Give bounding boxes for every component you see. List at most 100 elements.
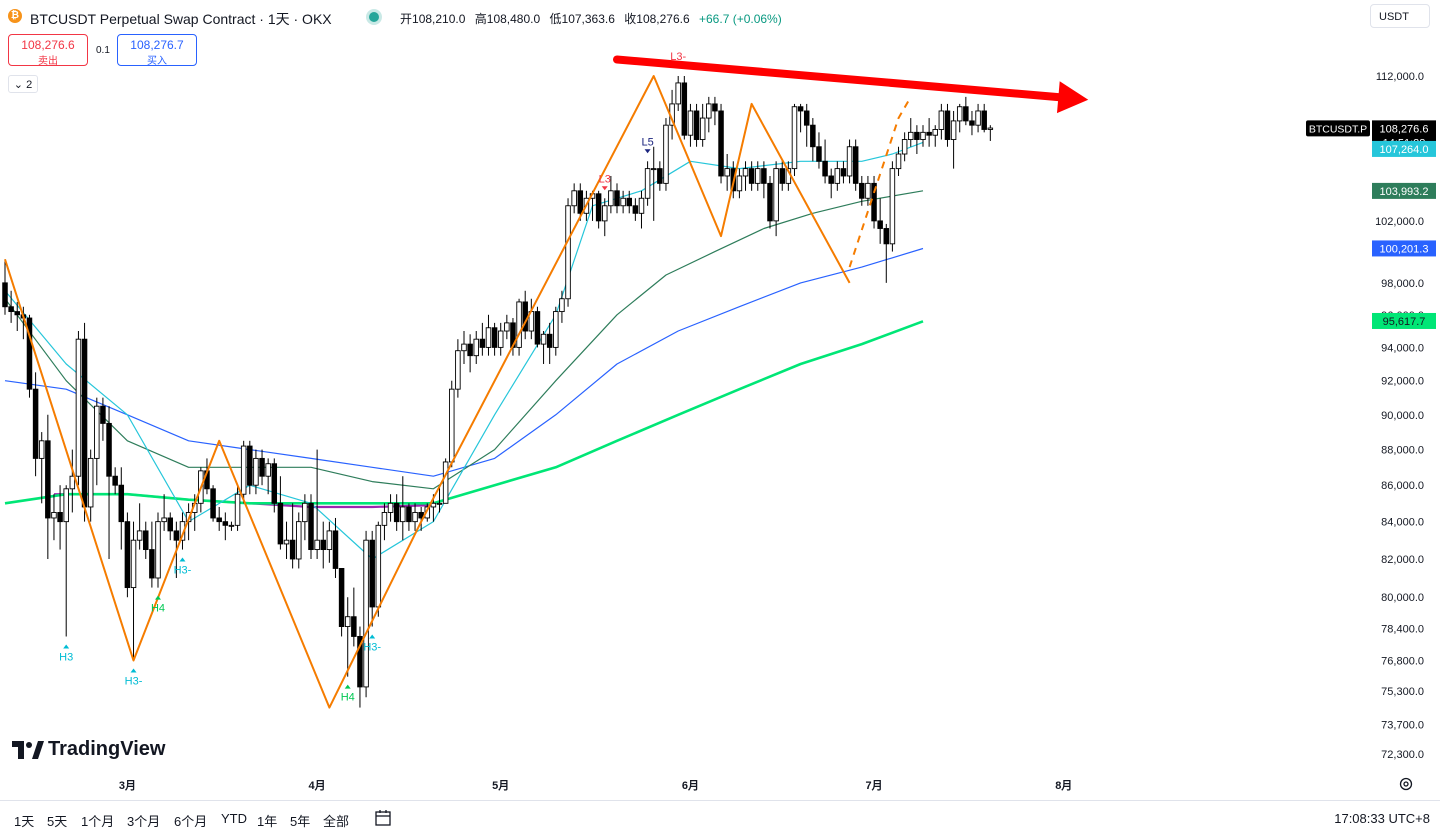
range-all[interactable]: 全部 bbox=[323, 814, 350, 829]
candle bbox=[779, 161, 785, 191]
candle bbox=[222, 512, 229, 541]
candle-body bbox=[234, 493, 241, 526]
buy-label: 买入 bbox=[147, 56, 167, 67]
candle bbox=[810, 118, 816, 162]
candle-body bbox=[681, 82, 688, 136]
candle-body bbox=[118, 484, 125, 523]
y-tick-label: 76,800.0 bbox=[1381, 655, 1424, 667]
indicator-collapse-button[interactable]: ⌄ 2 bbox=[8, 75, 38, 93]
y-axis[interactable]: 112,000.0102,000.098,000.096,000.094,000… bbox=[1375, 71, 1424, 761]
candle bbox=[755, 161, 761, 191]
candle bbox=[877, 198, 883, 244]
candle bbox=[265, 458, 271, 495]
y-tick-label: 78,400.0 bbox=[1381, 624, 1424, 636]
candle bbox=[963, 96, 969, 126]
candle-body bbox=[149, 549, 155, 579]
candle-body bbox=[240, 445, 247, 495]
candle-body bbox=[308, 502, 314, 551]
candle bbox=[149, 521, 155, 588]
candle bbox=[32, 372, 39, 477]
x-axis[interactable]: 3月 4月 5月 6月 7月 8月 bbox=[119, 779, 1072, 792]
candle bbox=[302, 494, 308, 541]
candle bbox=[956, 103, 963, 133]
high-value: 108,480.0 bbox=[486, 12, 541, 26]
chart-header: ₿ BTCUSDT Perpetual Swap Contract · 1天 ·… bbox=[0, 0, 1440, 34]
candle bbox=[320, 521, 326, 569]
candle bbox=[8, 290, 14, 323]
y-tick-label: 90,000.0 bbox=[1381, 410, 1424, 422]
candle bbox=[981, 103, 987, 133]
x-tick-label: 6月 bbox=[682, 779, 699, 792]
candle-body bbox=[320, 539, 326, 551]
candle bbox=[167, 512, 173, 541]
candle bbox=[308, 494, 314, 559]
range-5y[interactable]: 5年 bbox=[290, 814, 311, 829]
sell-button[interactable]: 108,276.6 卖出 bbox=[8, 34, 88, 67]
wave-line bbox=[4, 75, 851, 709]
ma-price-text: 95,617.7 bbox=[1383, 316, 1426, 328]
price-labels: BTCUSDT.P108,276.614:51:28107,264.0103,9… bbox=[1306, 120, 1436, 329]
axis-settings-icon[interactable] bbox=[1398, 776, 1414, 792]
range-1y[interactable]: 1年 bbox=[257, 814, 278, 829]
y-tick-label: 72,300.0 bbox=[1381, 749, 1424, 761]
wave-zigzag bbox=[4, 75, 912, 709]
range-6m[interactable]: 6个月 bbox=[174, 814, 208, 829]
candle-body bbox=[75, 338, 82, 477]
clock[interactable]: 17:08:33 UTC+8 bbox=[1334, 811, 1430, 826]
candle bbox=[938, 103, 945, 140]
candle-body bbox=[38, 440, 45, 459]
candle-body bbox=[644, 168, 651, 199]
candle-body bbox=[761, 168, 767, 184]
candle-body bbox=[369, 539, 375, 608]
candle bbox=[136, 503, 143, 550]
candle bbox=[846, 139, 853, 184]
candle-body bbox=[375, 524, 382, 608]
candle-body bbox=[908, 131, 914, 140]
candle bbox=[473, 331, 479, 364]
range-1m[interactable]: 1个月 bbox=[81, 814, 115, 829]
marker-triangle-icon bbox=[369, 634, 376, 639]
candle-body bbox=[143, 530, 149, 551]
candle-body bbox=[332, 530, 339, 569]
candle-body bbox=[846, 146, 853, 177]
candle bbox=[859, 175, 865, 206]
bitcoin-icon: ₿ bbox=[8, 9, 22, 23]
symbol-title[interactable]: BTCUSDT Perpetual Swap Contract · 1天 · O… bbox=[30, 11, 332, 27]
y-tick-label: 92,000.0 bbox=[1381, 376, 1424, 388]
candle-body bbox=[436, 502, 443, 505]
ma-price-text: 107,264.0 bbox=[1380, 144, 1429, 156]
candle-body bbox=[326, 530, 333, 551]
range-ytd[interactable]: YTD bbox=[221, 811, 247, 826]
candle-body bbox=[883, 228, 890, 245]
candle bbox=[559, 290, 565, 323]
candle bbox=[387, 494, 394, 522]
candle bbox=[693, 103, 700, 147]
wave-markers: H3 H3- H4 H3- H4 H3- L3 L5 L3- bbox=[59, 51, 686, 704]
candle-body bbox=[663, 124, 669, 184]
close-value: 108,276.6 bbox=[636, 12, 690, 26]
last-price-text: 108,276.6 bbox=[1380, 123, 1429, 135]
candle bbox=[871, 175, 877, 229]
buy-button[interactable]: 108,276.7 买入 bbox=[117, 34, 197, 67]
currency-select[interactable]: USDT bbox=[1370, 4, 1430, 28]
candle bbox=[344, 597, 351, 677]
candle bbox=[926, 118, 932, 147]
ma-teal-line bbox=[4, 190, 924, 490]
calendar-goto-icon[interactable] bbox=[374, 808, 394, 828]
range-5d[interactable]: 5天 bbox=[47, 814, 68, 829]
range-3m[interactable]: 3个月 bbox=[127, 814, 161, 829]
candle bbox=[571, 183, 577, 214]
candle bbox=[449, 380, 455, 468]
candle bbox=[840, 161, 847, 184]
candle bbox=[216, 506, 222, 531]
candle-body bbox=[161, 517, 167, 523]
range-1d[interactable]: 1天 bbox=[14, 814, 35, 829]
ma-price-box bbox=[1372, 140, 1436, 157]
candle bbox=[620, 190, 626, 214]
candle-body bbox=[608, 190, 614, 207]
y-tick-label: 84,000.0 bbox=[1381, 517, 1424, 529]
candle bbox=[724, 154, 730, 191]
candle-body bbox=[400, 506, 406, 523]
candle bbox=[283, 521, 290, 559]
